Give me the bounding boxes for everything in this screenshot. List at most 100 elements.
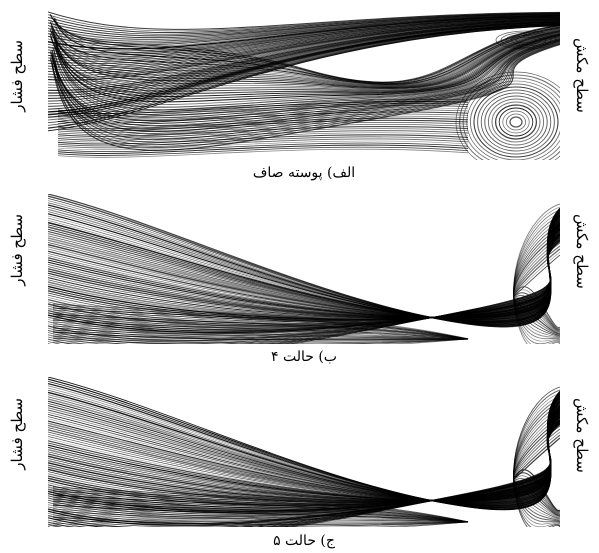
streamline	[53, 35, 560, 105]
streamline	[513, 209, 560, 344]
caption-b: ب) حالت ۴	[270, 349, 337, 365]
streamline-panel-b	[48, 194, 560, 344]
vortex-ring	[502, 110, 530, 134]
streamline	[52, 521, 469, 527]
eddy-ring	[505, 33, 547, 47]
streamline	[513, 386, 560, 527]
streamline	[50, 41, 560, 135]
streamline	[52, 315, 469, 340]
vortex-ring	[473, 86, 559, 158]
vortex-ring	[469, 83, 560, 160]
streamline	[52, 506, 469, 523]
streamline	[50, 33, 560, 95]
streamlines-a	[48, 11, 560, 160]
streamline	[512, 248, 560, 330]
streamline	[51, 38, 560, 122]
streamline	[57, 134, 469, 145]
streamline	[513, 431, 560, 513]
streamline	[57, 142, 469, 153]
vortex-ring	[509, 116, 523, 128]
streamline	[513, 224, 560, 338]
caption-a: الف) پوسته صاف	[252, 165, 356, 181]
streamline	[52, 510, 469, 523]
streamline	[52, 492, 469, 523]
streamline	[52, 309, 469, 340]
streamline	[49, 39, 560, 124]
streamline-panel-a	[48, 10, 560, 160]
streamline	[52, 307, 469, 340]
streamline	[513, 422, 560, 516]
streamline	[57, 130, 469, 141]
streamline	[57, 136, 469, 147]
streamline	[52, 327, 469, 340]
streamline	[57, 122, 469, 133]
streamline	[513, 428, 560, 514]
streamline	[57, 107, 469, 120]
streamline	[52, 512, 469, 523]
eddy-ring	[510, 35, 542, 45]
streamline	[513, 239, 560, 333]
streamline	[52, 335, 469, 344]
side-label-right-c: سطح مکش	[573, 398, 591, 473]
caption-c: ج) حالت ۵	[273, 533, 335, 549]
vortex-ring	[462, 77, 560, 160]
streamline	[52, 39, 560, 130]
streamline	[49, 29, 560, 88]
streamline	[55, 35, 560, 108]
streamline	[48, 17, 560, 69]
streamline	[52, 317, 469, 340]
streamline	[57, 146, 469, 156]
streamline	[51, 27, 560, 88]
streamline	[51, 20, 560, 85]
streamline	[52, 313, 469, 340]
side-label-right-a: سطح مکش	[573, 38, 591, 113]
streamline	[54, 34, 560, 100]
streamline-panel-c	[48, 377, 560, 527]
streamline	[52, 521, 469, 527]
streamline	[52, 498, 469, 523]
side-label-right-b: سطح مکش	[573, 214, 591, 289]
streamline	[50, 26, 560, 88]
streamline	[52, 41, 560, 138]
streamline	[57, 119, 469, 132]
streamline	[57, 100, 469, 115]
streamline	[513, 392, 560, 527]
streamline	[513, 254, 560, 328]
streamline	[57, 98, 469, 113]
eddy-ring	[500, 32, 552, 48]
streamline	[57, 125, 469, 138]
streamline	[49, 13, 560, 83]
streamline	[513, 227, 560, 337]
streamline	[51, 24, 560, 86]
streamline	[52, 337, 469, 344]
vortex-ring	[487, 98, 545, 146]
vortex-ring	[491, 101, 541, 143]
streamline	[513, 236, 560, 334]
streamline	[54, 35, 560, 103]
vortex-ring	[498, 107, 534, 137]
streamline	[52, 329, 469, 340]
streamline	[52, 502, 469, 523]
vortex-ring	[494, 104, 538, 140]
streamline	[48, 16, 560, 58]
streamline	[50, 32, 560, 90]
streamline	[52, 496, 469, 523]
streamline	[512, 437, 560, 511]
streamline	[512, 245, 560, 331]
streamline	[54, 22, 560, 86]
streamline	[52, 508, 469, 523]
streamline	[57, 128, 469, 139]
streamline	[513, 230, 560, 336]
vortex-ring	[477, 89, 555, 155]
streamline	[48, 18, 560, 71]
streamline	[52, 520, 469, 527]
streamline	[57, 109, 469, 122]
streamline	[52, 338, 469, 344]
streamline	[51, 43, 560, 151]
streamline	[52, 494, 469, 523]
side-label-left-a: سطح فشار	[8, 40, 26, 112]
streamline	[513, 410, 560, 520]
streamline	[52, 333, 469, 342]
streamline	[52, 500, 469, 523]
streamline	[57, 140, 469, 151]
